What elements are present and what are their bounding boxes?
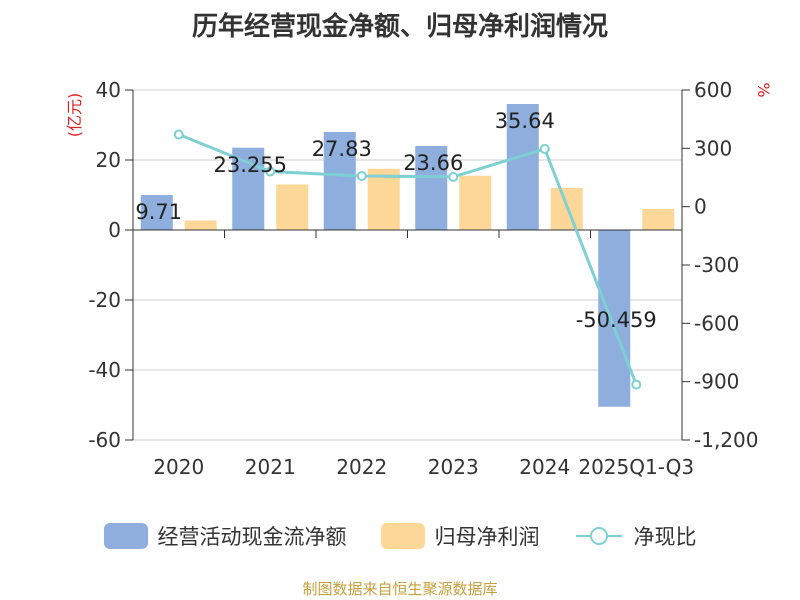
legend-label-net-profit: 归母净利润 — [434, 525, 540, 549]
y-right-tick-label: 600 — [694, 78, 732, 102]
y-right-axis-label: % — [754, 82, 773, 97]
legend-label-cashflow: 经营活动现金流净额 — [157, 525, 347, 549]
data-label: 23.66 — [403, 151, 463, 175]
line-point — [448, 171, 459, 182]
y-right-tick-label: -300 — [694, 253, 739, 277]
y-left-tick-label: -20 — [88, 288, 121, 312]
y-left-tick-label: 0 — [108, 218, 121, 242]
y-right-tick-label: -600 — [694, 311, 739, 335]
legend-item-cashflow[interactable]: 经营活动现金流净额 — [103, 521, 347, 551]
y-left-axis-label: (亿元) — [65, 93, 84, 138]
line-point — [539, 143, 550, 154]
legend: 经营活动现金流净额 归母净利润 净现比 — [0, 516, 800, 556]
y-left-tick-label: -60 — [88, 428, 121, 452]
bar-cashflow — [323, 132, 356, 230]
x-tick-label: 2020 — [153, 455, 204, 479]
x-tick-label: 2021 — [245, 455, 296, 479]
bar-net-profit — [459, 175, 492, 230]
y-right-tick-label: -1,200 — [694, 428, 758, 452]
y-left-tick-label: 20 — [96, 148, 121, 172]
legend-label-ratio: 净现比 — [633, 525, 697, 549]
legend-item-ratio[interactable]: 净现比 — [574, 521, 697, 551]
line-point — [173, 129, 184, 140]
bar-cashflow — [506, 104, 539, 230]
bar-cashflow — [140, 195, 173, 230]
bar-net-profit — [184, 220, 217, 230]
data-label: 9.71 — [135, 200, 182, 224]
legend-line-marker-icon — [575, 527, 622, 545]
data-label: -50.459 — [576, 308, 657, 332]
line-point — [265, 166, 276, 177]
legend-item-net-profit[interactable]: 归母净利润 — [380, 521, 540, 551]
y-right-tick-label: 0 — [694, 195, 707, 219]
data-label: 27.83 — [312, 137, 372, 161]
y-right-tick-label: -900 — [694, 370, 739, 394]
line-point — [356, 170, 367, 181]
chart-title: 历年经营现金净额、归母净利润情况 — [191, 12, 608, 42]
y-right-tick-label: 300 — [694, 136, 732, 160]
legend-swatch-net-profit — [380, 523, 425, 549]
x-tick-label: 2023 — [428, 455, 479, 479]
x-tick-label: 2025Q1-Q3 — [578, 455, 694, 479]
y-left-tick-label: -40 — [88, 358, 121, 382]
data-label: 35.64 — [495, 109, 555, 133]
source-note: 制图数据来自恒生聚源数据库 — [302, 580, 498, 598]
bar-net-profit — [276, 184, 309, 230]
legend-swatch-cashflow — [103, 523, 148, 549]
line-point — [631, 379, 642, 390]
line-ratio — [178, 133, 638, 386]
data-label: 23.255 — [214, 153, 287, 177]
bar-net-profit — [367, 168, 400, 230]
y-left-tick-label: 40 — [96, 78, 121, 102]
bar-net-profit — [642, 209, 675, 230]
x-tick-label: 2022 — [336, 455, 387, 479]
bar-cashflow — [415, 146, 448, 230]
bar-cashflow — [598, 230, 631, 407]
x-tick-label: 2024 — [519, 455, 570, 479]
